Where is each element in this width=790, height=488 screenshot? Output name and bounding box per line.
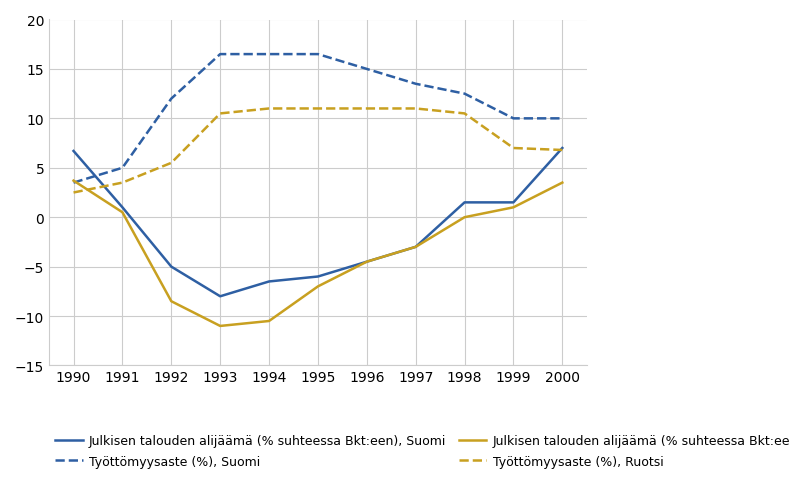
- Julkisen talouden alijäämä (% suhteessa Bkt:een), Ruotsi: [411, 244, 420, 250]
- Työttömyysaste (%), Suomi: [313, 52, 322, 58]
- Julkisen talouden alijäämä (% suhteessa Bkt:een), Ruotsi: [167, 299, 176, 305]
- Työttömyysaste (%), Suomi: [558, 116, 567, 122]
- Työttömyysaste (%), Suomi: [265, 52, 274, 58]
- Työttömyysaste (%), Ruotsi: [411, 106, 420, 112]
- Julkisen talouden alijäämä (% suhteessa Bkt:een), Suomi: [265, 279, 274, 285]
- Legend: Julkisen talouden alijäämä (% suhteessa Bkt:een), Suomi, Työttömyysaste (%), Suo: Julkisen talouden alijäämä (% suhteessa …: [55, 434, 790, 468]
- Työttömyysaste (%), Suomi: [167, 97, 176, 102]
- Julkisen talouden alijäämä (% suhteessa Bkt:een), Suomi: [167, 264, 176, 270]
- Julkisen talouden alijäämä (% suhteessa Bkt:een), Suomi: [362, 259, 371, 265]
- Työttömyysaste (%), Suomi: [509, 116, 518, 122]
- Työttömyysaste (%), Suomi: [362, 67, 371, 73]
- Työttömyysaste (%), Ruotsi: [118, 180, 127, 186]
- Julkisen talouden alijäämä (% suhteessa Bkt:een), Ruotsi: [313, 284, 322, 290]
- Työttömyysaste (%), Ruotsi: [558, 148, 567, 154]
- Työttömyysaste (%), Suomi: [460, 92, 469, 98]
- Line: Julkisen talouden alijäämä (% suhteessa Bkt:een), Ruotsi: Julkisen talouden alijäämä (% suhteessa …: [73, 181, 562, 326]
- Julkisen talouden alijäämä (% suhteessa Bkt:een), Suomi: [509, 200, 518, 206]
- Työttömyysaste (%), Suomi: [411, 81, 420, 87]
- Julkisen talouden alijäämä (% suhteessa Bkt:een), Suomi: [313, 274, 322, 280]
- Julkisen talouden alijäämä (% suhteessa Bkt:een), Ruotsi: [118, 210, 127, 216]
- Työttömyysaste (%), Suomi: [69, 180, 78, 186]
- Julkisen talouden alijäämä (% suhteessa Bkt:een), Ruotsi: [509, 205, 518, 211]
- Julkisen talouden alijäämä (% suhteessa Bkt:een), Suomi: [69, 149, 78, 155]
- Julkisen talouden alijäämä (% suhteessa Bkt:een), Suomi: [460, 200, 469, 206]
- Julkisen talouden alijäämä (% suhteessa Bkt:een), Suomi: [216, 294, 225, 300]
- Julkisen talouden alijäämä (% suhteessa Bkt:een), Ruotsi: [460, 215, 469, 221]
- Julkisen talouden alijäämä (% suhteessa Bkt:een), Ruotsi: [362, 259, 371, 265]
- Työttömyysaste (%), Ruotsi: [313, 106, 322, 112]
- Työttömyysaste (%), Suomi: [216, 52, 225, 58]
- Julkisen talouden alijäämä (% suhteessa Bkt:een), Suomi: [411, 244, 420, 250]
- Julkisen talouden alijäämä (% suhteessa Bkt:een), Ruotsi: [69, 178, 78, 184]
- Työttömyysaste (%), Ruotsi: [216, 111, 225, 117]
- Julkisen talouden alijäämä (% suhteessa Bkt:een), Ruotsi: [265, 318, 274, 324]
- Työttömyysaste (%), Ruotsi: [69, 190, 78, 196]
- Line: Työttömyysaste (%), Ruotsi: Työttömyysaste (%), Ruotsi: [73, 109, 562, 193]
- Julkisen talouden alijäämä (% suhteessa Bkt:een), Ruotsi: [558, 180, 567, 186]
- Line: Julkisen talouden alijäämä (% suhteessa Bkt:een), Suomi: Julkisen talouden alijäämä (% suhteessa …: [73, 149, 562, 297]
- Julkisen talouden alijäämä (% suhteessa Bkt:een), Suomi: [558, 146, 567, 152]
- Line: Työttömyysaste (%), Suomi: Työttömyysaste (%), Suomi: [73, 55, 562, 183]
- Työttömyysaste (%), Ruotsi: [509, 146, 518, 152]
- Julkisen talouden alijäämä (% suhteessa Bkt:een), Suomi: [118, 205, 127, 211]
- Työttömyysaste (%), Suomi: [118, 165, 127, 171]
- Julkisen talouden alijäämä (% suhteessa Bkt:een), Ruotsi: [216, 324, 225, 329]
- Työttömyysaste (%), Ruotsi: [167, 161, 176, 166]
- Työttömyysaste (%), Ruotsi: [265, 106, 274, 112]
- Työttömyysaste (%), Ruotsi: [362, 106, 371, 112]
- Työttömyysaste (%), Ruotsi: [460, 111, 469, 117]
